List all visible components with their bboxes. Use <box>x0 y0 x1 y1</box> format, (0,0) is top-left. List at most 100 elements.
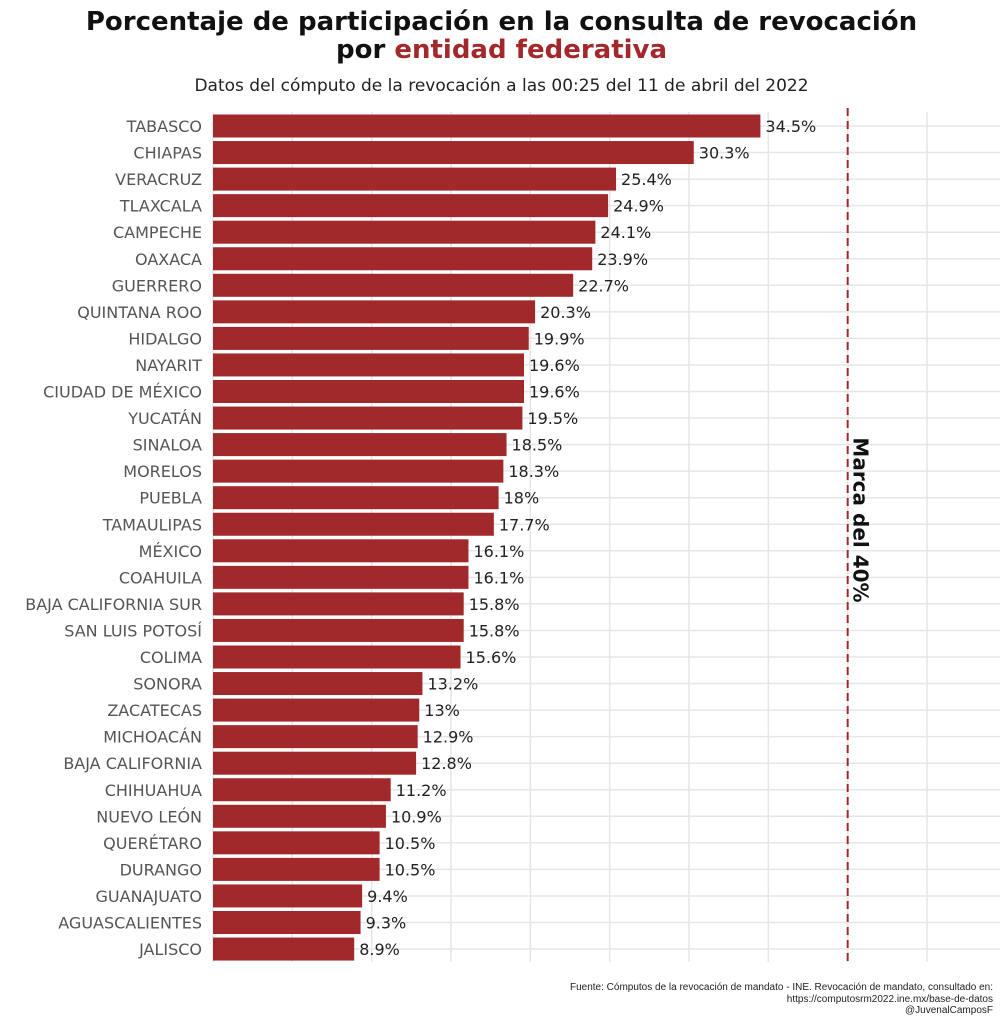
category-label: COLIMA <box>140 648 202 667</box>
category-label: MICHOACÁN <box>103 728 202 747</box>
data-label: 24.1% <box>600 223 651 242</box>
category-label: QUERÉTARO <box>103 834 202 853</box>
data-label: 10.5% <box>385 860 436 879</box>
data-label: 18% <box>504 489 540 508</box>
data-label: 23.9% <box>597 250 648 269</box>
data-label: 17.7% <box>499 515 550 534</box>
title-highlight: entidad federativa <box>394 35 668 65</box>
category-label: VERACRUZ <box>115 170 202 189</box>
bar <box>213 857 380 881</box>
category-label: ZACATECAS <box>107 701 202 720</box>
data-label: 9.3% <box>366 914 407 933</box>
category-label: GUANAJUATO <box>96 887 202 906</box>
category-label: QUINTANA ROO <box>77 303 202 322</box>
bar <box>213 804 386 828</box>
data-label: 13.2% <box>427 675 478 694</box>
category-label: CIUDAD DE MÉXICO <box>43 383 202 402</box>
data-label: 9.4% <box>367 887 408 906</box>
data-label: 18.3% <box>508 462 559 481</box>
category-label: AGUASCALIENTES <box>58 914 202 933</box>
category-label: DURANGO <box>120 860 202 879</box>
category-label: CHIHUAHUA <box>105 781 202 800</box>
category-label: SAN LUIS POTOSÍ <box>64 621 202 640</box>
footer-author: @JuvenalCamposF <box>905 1005 993 1016</box>
category-label: SINALOA <box>133 436 202 455</box>
category-label: COAHUILA <box>119 568 202 587</box>
data-label: 15.6% <box>466 648 517 667</box>
bar <box>213 512 494 536</box>
bar <box>213 565 469 589</box>
bar <box>213 937 355 961</box>
data-label: 18.5% <box>512 436 563 455</box>
bar <box>213 592 464 616</box>
bar <box>213 247 593 271</box>
chart-title-line1: Porcentaje de participación en la consul… <box>85 7 918 37</box>
bar <box>213 380 524 403</box>
data-label: 16.1% <box>473 568 524 587</box>
title-prefix: por <box>335 35 395 65</box>
bar <box>213 459 504 483</box>
bar <box>213 486 499 510</box>
data-label: 12.9% <box>423 728 474 747</box>
footer-source: Fuente: Cómputos de la revocación de man… <box>569 982 993 993</box>
data-label: 15.8% <box>469 595 520 614</box>
bar <box>213 167 617 191</box>
bar <box>213 114 761 138</box>
bar <box>213 672 423 696</box>
bar <box>213 220 596 244</box>
category-label: BAJA CALIFORNIA SUR <box>25 595 202 614</box>
bar <box>213 778 391 802</box>
category-label: MÉXICO <box>139 542 202 561</box>
category-label: OAXACA <box>135 250 202 269</box>
data-label: 24.9% <box>613 197 664 216</box>
category-label: PUEBLA <box>139 489 202 508</box>
data-label: 8.9% <box>359 940 400 959</box>
bar <box>213 194 609 218</box>
data-label: 11.2% <box>396 781 447 800</box>
bar <box>213 911 361 934</box>
data-label: 20.3% <box>540 303 591 322</box>
bar <box>213 618 464 642</box>
category-label: TLAXCALA <box>119 197 202 216</box>
bar <box>213 725 418 749</box>
footer-url: https://computosrm2022.ine.mx/base-de-da… <box>786 993 993 1005</box>
bar <box>213 698 420 722</box>
category-label: GUERRERO <box>112 276 202 295</box>
bar <box>213 751 417 775</box>
bar <box>213 141 694 165</box>
data-label: 16.1% <box>473 542 524 561</box>
bar <box>213 326 529 350</box>
category-label: CAMPECHE <box>113 223 202 242</box>
category-label: SONORA <box>133 675 202 694</box>
data-label: 15.8% <box>469 621 520 640</box>
category-label: NAYARIT <box>135 356 202 375</box>
data-label: 25.4% <box>621 170 672 189</box>
bar <box>213 353 524 377</box>
bar <box>213 300 536 324</box>
category-label: NUEVO LEÓN <box>96 807 202 826</box>
data-label: 22.7% <box>578 276 629 295</box>
data-label: 19.9% <box>534 329 585 348</box>
category-label: HIDALGO <box>128 329 202 348</box>
bar <box>213 539 469 563</box>
data-label: 13% <box>424 701 460 720</box>
data-label: 30.3% <box>699 144 750 163</box>
category-label: CHIAPAS <box>133 144 202 163</box>
category-label: TAMAULIPAS <box>102 515 202 534</box>
data-label: 10.9% <box>391 807 442 826</box>
chart-title-line2: por entidad federativa <box>0 36 1003 65</box>
bar <box>213 884 363 908</box>
data-label: 34.5% <box>765 117 816 136</box>
category-label: JALISCO <box>138 940 202 959</box>
bar <box>213 831 380 855</box>
data-label: 12.8% <box>421 754 472 773</box>
bar <box>213 406 523 430</box>
bar <box>213 433 507 457</box>
data-label: 19.6% <box>529 356 580 375</box>
chart-subtitle: Datos del cómputo de la revocación a las… <box>194 76 809 96</box>
data-label: 19.5% <box>527 409 578 428</box>
data-label: 19.6% <box>529 383 580 402</box>
bar <box>213 645 461 669</box>
category-label: YUCATÁN <box>127 409 202 428</box>
reference-line-label: Marca del 40% <box>849 437 873 602</box>
